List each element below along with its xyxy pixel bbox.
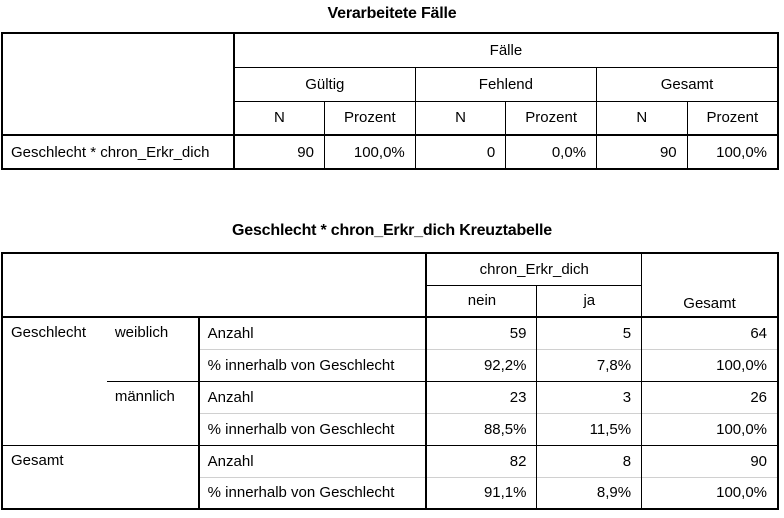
table2-col-header: nein — [426, 284, 538, 318]
table1-cell: 90 — [596, 135, 688, 170]
stat-label: % innerhalb von Geschlecht — [198, 412, 427, 445]
total-row-label: Gesamt — [1, 444, 200, 510]
table1-cell: 100,0% — [324, 135, 416, 170]
table1-corner — [1, 32, 235, 136]
table1-col-header: N — [233, 100, 325, 136]
crosstab-cell: 82 — [425, 444, 538, 477]
row-var-label: Geschlecht — [1, 317, 107, 445]
crosstab-cell: 26 — [641, 380, 780, 413]
table1-cell: 0,0% — [505, 135, 598, 170]
table2-total-header: Gesamt — [641, 252, 780, 318]
table1-title: Verarbeitete Fälle — [327, 5, 457, 22]
table1-col-header: N — [596, 100, 688, 136]
crosstab-cell: 92,2% — [425, 348, 538, 381]
crosstab-cell: 59 — [425, 317, 538, 349]
crosstab-cell: 100,0% — [641, 348, 780, 381]
table1-sub-valid: Gültig — [233, 66, 416, 101]
crosstab-cell: 8,9% — [536, 476, 643, 510]
stat-label: % innerhalb von Geschlecht — [198, 348, 427, 381]
table1-col-header: Prozent — [505, 100, 598, 136]
category-label: männlich — [106, 380, 200, 445]
table1-col-header: Prozent — [687, 100, 779, 136]
crosstab-cell: 91,1% — [425, 476, 538, 510]
crosstab-cell: 88,5% — [425, 412, 538, 445]
crosstab-cell: 64 — [641, 317, 780, 349]
stat-label: Anzahl — [198, 444, 427, 477]
table1-sub-missing: Fehlend — [415, 66, 598, 101]
table2-col-header: ja — [536, 284, 643, 318]
table1-col-header: N — [415, 100, 507, 136]
stat-label: % innerhalb von Geschlecht — [198, 476, 427, 510]
crosstab-cell: 5 — [536, 317, 643, 349]
crosstab-table: chron_Erkr_dich Gesamt nein ja Geschlech… — [0, 252, 780, 510]
stat-label: Anzahl — [198, 380, 427, 413]
crosstab-cell: 7,8% — [536, 348, 643, 381]
crosstab-cell: 100,0% — [641, 476, 780, 510]
crosstab-cell: 3 — [536, 380, 643, 413]
table1-sub-total: Gesamt — [596, 66, 780, 101]
category-label: weiblich — [106, 317, 200, 381]
table2-group-header: chron_Erkr_dich — [426, 252, 643, 285]
table2-title: Geschlecht * chron_Erkr_dich Kreuztabell… — [232, 222, 552, 239]
table2-corner — [0, 252, 428, 318]
table1-cell: 100,0% — [687, 135, 779, 170]
crosstab-cell: 8 — [536, 444, 643, 477]
processed-cases-table: Fälle Gültig Fehlend Gesamt N Prozent N … — [1, 32, 780, 170]
table1-row-label: Geschlecht * chron_Erkr_dich — [1, 135, 235, 170]
stat-label: Anzahl — [207, 324, 254, 342]
crosstab-cell: 100,0% — [641, 412, 780, 445]
table1-cell: 0 — [415, 135, 507, 170]
table1-group-header: Fälle — [233, 32, 780, 67]
crosstab-cell: 23 — [425, 380, 538, 413]
table1-cell: 90 — [233, 135, 325, 170]
crosstab-cell: 90 — [641, 444, 780, 477]
table1-col-header: Prozent — [324, 100, 416, 136]
crosstab-cell: 11,5% — [536, 412, 643, 445]
